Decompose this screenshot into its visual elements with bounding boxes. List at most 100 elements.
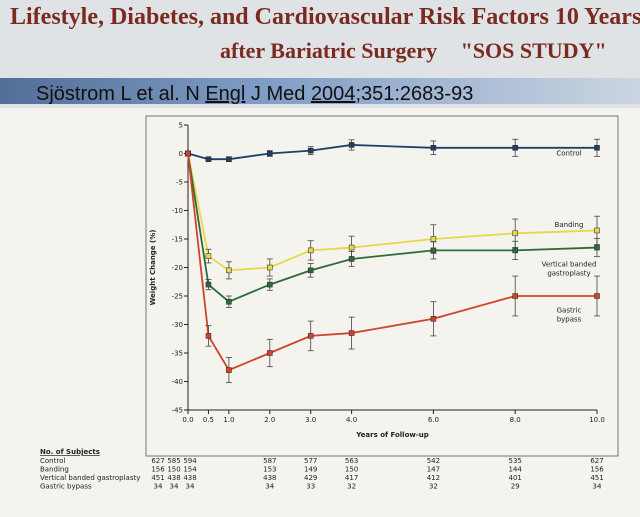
figure-border xyxy=(145,115,619,457)
data-point xyxy=(307,267,314,274)
series-line xyxy=(187,144,597,161)
data-point xyxy=(430,247,437,254)
subjects-count: 32 xyxy=(429,483,438,491)
data-point xyxy=(512,230,518,237)
subjects-count: 144 xyxy=(509,466,523,474)
x-tick-label: 1.0 xyxy=(223,416,234,424)
data-point xyxy=(267,281,273,288)
subjects-count: 587 xyxy=(263,457,276,465)
data-point xyxy=(594,293,600,299)
subjects-count: 429 xyxy=(304,474,317,482)
data-point xyxy=(430,316,437,322)
x-tick-label: 8.0 xyxy=(510,416,521,424)
subjects-count: 34 xyxy=(186,483,195,491)
subjects-count: 627 xyxy=(590,457,603,465)
y-tick-label: -35 xyxy=(172,350,183,358)
subjects-count: 577 xyxy=(304,457,317,465)
y-axis-label: Weight Change (%) xyxy=(149,230,157,306)
citation: Sjöstrom L et al. N Engl J Med 2004;351:… xyxy=(36,83,473,106)
data-point xyxy=(594,227,600,234)
data-point xyxy=(348,244,355,251)
data-point xyxy=(348,256,355,262)
y-tick-label: -30 xyxy=(172,321,183,329)
subjects-count: 150 xyxy=(345,466,358,474)
subjects-count: 401 xyxy=(509,474,522,482)
chart-panel xyxy=(0,108,640,517)
subjects-count: 417 xyxy=(345,474,358,482)
data-point xyxy=(185,150,191,157)
subjects-count: 438 xyxy=(183,474,196,482)
data-point xyxy=(512,145,518,151)
x-tick-label: 6.0 xyxy=(428,416,439,424)
subjects-count: 149 xyxy=(304,466,317,474)
subjects-count: 34 xyxy=(265,483,274,491)
series-label: Control xyxy=(556,150,581,158)
citation-year: 2004 xyxy=(310,83,356,105)
subjects-count: 33 xyxy=(306,483,315,491)
subjects-count: 34 xyxy=(170,483,179,491)
subjects-count: 153 xyxy=(263,466,276,474)
series-line xyxy=(187,153,597,372)
y-tick-label: -5 xyxy=(176,179,183,187)
x-tick-label: 2.0 xyxy=(264,416,275,424)
citation-bar xyxy=(0,78,640,104)
data-point xyxy=(348,142,355,148)
subjects-count: 154 xyxy=(183,466,197,474)
subjects-row-label: Gastric bypass xyxy=(40,483,92,491)
subjects-row-label: Banding xyxy=(40,466,69,474)
data-point xyxy=(594,145,600,151)
weight-change-chart: 5 0 -5 -10 -15 -20 -25 -30 -35 -40 -450.0 0.5 1.0 2.0… xyxy=(40,115,619,491)
data-point xyxy=(205,333,212,339)
data-point xyxy=(430,236,437,242)
data-point xyxy=(594,244,600,251)
data-point xyxy=(307,147,314,154)
data-point xyxy=(226,156,232,162)
data-point xyxy=(512,247,518,254)
slide-title-text: after Bariatric Surgery xyxy=(220,38,438,63)
data-point xyxy=(226,298,232,305)
subjects-count: 451 xyxy=(151,474,164,482)
subjects-count: 594 xyxy=(183,457,197,465)
subjects-count: 451 xyxy=(590,474,603,482)
x-tick-label: 0.5 xyxy=(203,416,214,424)
data-point xyxy=(512,293,518,299)
y-tick-label: 0 xyxy=(179,150,183,158)
series-label: Vertical banded xyxy=(542,261,597,269)
subjects-row-label: Vertical banded gastroplasty xyxy=(40,474,140,482)
series-label: Gastric xyxy=(557,306,582,314)
y-tick-label: -15 xyxy=(172,236,183,244)
citation-journal-word: Engl xyxy=(205,83,246,105)
subjects-count: 156 xyxy=(151,466,165,474)
subjects-count: 34 xyxy=(154,483,163,491)
subjects-count: 29 xyxy=(511,483,520,491)
subjects-row-label: Control xyxy=(40,457,65,465)
subjects-count: 34 xyxy=(593,483,602,491)
y-tick-label: 5 xyxy=(179,122,183,130)
y-tick-label: -40 xyxy=(172,378,183,386)
x-tick-label: 10.0 xyxy=(589,416,605,424)
subjects-count: 563 xyxy=(345,457,358,465)
series-line xyxy=(187,153,598,272)
x-tick-label: 0.0 xyxy=(182,416,193,424)
subjects-count: 627 xyxy=(151,457,164,465)
series-label: bypass xyxy=(557,315,582,323)
subjects-count: 542 xyxy=(427,457,440,465)
subjects-table-header: No. of Subjects xyxy=(40,448,100,456)
data-point xyxy=(430,145,437,151)
subjects-count: 32 xyxy=(347,483,356,491)
data-point xyxy=(348,330,355,336)
series-label: gastroplasty xyxy=(547,270,590,278)
data-point xyxy=(267,150,273,157)
data-point xyxy=(205,253,212,259)
citation-suffix: ;351:2683-93 xyxy=(355,83,474,105)
y-tick-label: -10 xyxy=(172,207,183,215)
data-point xyxy=(267,264,273,271)
x-tick-label: 4.0 xyxy=(346,416,357,424)
data-point xyxy=(205,281,212,288)
data-point xyxy=(307,333,314,339)
y-tick-label: -25 xyxy=(172,293,183,301)
y-tick-label: -20 xyxy=(172,264,183,272)
series-label: Banding xyxy=(555,221,584,229)
series-line xyxy=(187,153,598,303)
subjects-count: 535 xyxy=(509,457,522,465)
